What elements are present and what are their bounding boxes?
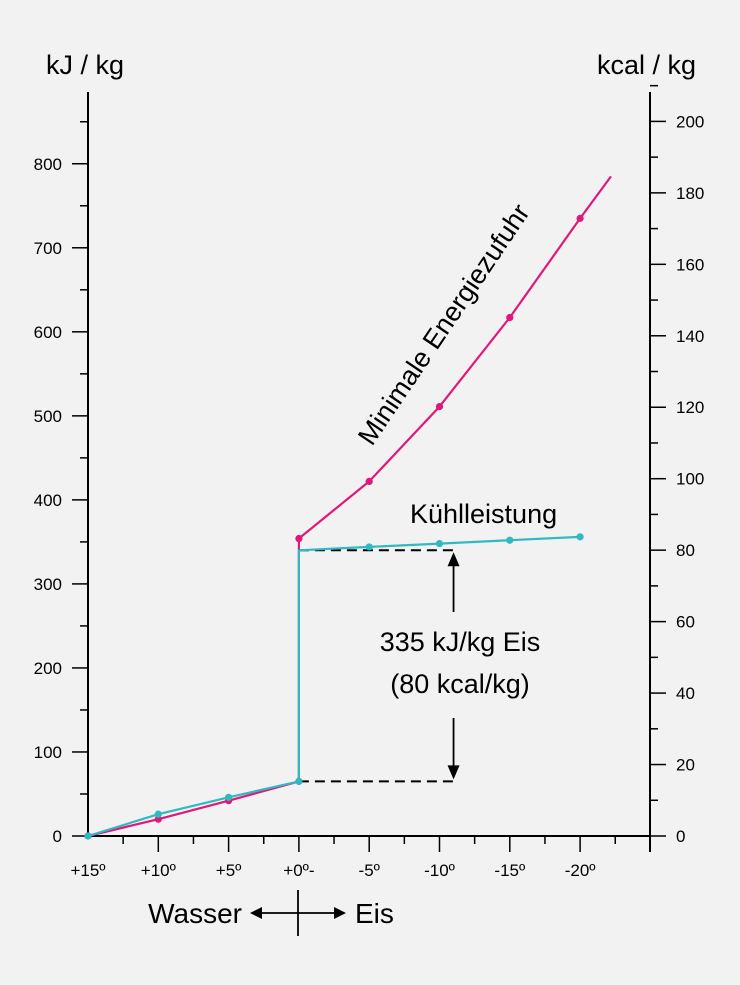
- left-tick-label: 200: [34, 659, 62, 678]
- left-tick-label: 300: [34, 575, 62, 594]
- latent-heat-annotation: 335 kJ/kg Eis (80 kcal/kg): [298, 549, 541, 783]
- series-point-cooling: [295, 777, 303, 785]
- x-tick-label: -15º: [494, 861, 525, 880]
- right-tick-label: 40: [676, 684, 695, 703]
- series-point-cooling: [84, 832, 92, 840]
- series-point-energy: [435, 403, 444, 411]
- series-point-cooling: [506, 536, 514, 544]
- x-axis-ticks: +15º +10º +5º +0º- -5º -10º -15º -20º: [70, 836, 616, 880]
- x-tick-label: -5º: [359, 861, 380, 880]
- series-point-cooling: [365, 543, 373, 551]
- series-line-energy: [87, 175, 612, 838]
- right-tick-label: 120: [676, 398, 704, 417]
- series-line-cooling: [87, 535, 581, 838]
- left-tick-label: 700: [34, 239, 62, 258]
- left-tick-label: 800: [34, 155, 62, 174]
- series-point-cooling: [154, 810, 162, 818]
- arrow-left-head-icon: [250, 907, 262, 919]
- left-tick-label: 400: [34, 491, 62, 510]
- series-point-cooling: [435, 539, 444, 548]
- right-axis-ticks: 0 20 40 60 80 100 120 140 160 180 200: [650, 84, 704, 846]
- x-tick-label: -10º: [424, 861, 455, 880]
- left-axis-unit-label: kJ / kg: [46, 50, 124, 80]
- x-tick-label: +5º: [216, 861, 242, 880]
- direction-label-ice: Eis: [355, 898, 394, 929]
- left-tick-label: 100: [34, 743, 62, 762]
- annotation-line-1: 335 kJ/kg Eis: [380, 627, 541, 657]
- series-point-energy: [154, 815, 162, 823]
- right-tick-label: 80: [676, 541, 695, 560]
- left-tick-label: 0: [53, 827, 62, 846]
- series-point-energy: [295, 534, 303, 543]
- series-markers: [84, 214, 584, 840]
- series-label-energy: Minimale Energiezufuhr: [352, 198, 535, 450]
- arrow-down-head-icon: [447, 765, 460, 780]
- right-tick-label: 140: [676, 327, 704, 346]
- x-tick-label: -20º: [565, 861, 596, 880]
- direction-label-water: Wasser: [148, 898, 242, 929]
- left-tick-label: 600: [34, 323, 62, 342]
- right-axis-unit-label: kcal / kg: [597, 50, 696, 80]
- x-tick-label: +0º-: [283, 861, 314, 880]
- phase-direction-indicator: Wasser Eis: [148, 890, 394, 936]
- annotation-line-2: (80 kcal/kg): [390, 669, 530, 699]
- right-tick-label: 60: [676, 613, 695, 632]
- arrow-right-head-icon: [334, 907, 346, 919]
- series-point-cooling: [225, 793, 233, 801]
- series-point-energy: [365, 477, 373, 485]
- series-point-cooling: [576, 533, 584, 541]
- series-lines: [87, 175, 612, 838]
- arrow-up-head-icon: [447, 552, 460, 567]
- right-tick-label: 160: [676, 255, 704, 274]
- right-tick-label: 100: [676, 470, 704, 489]
- right-tick-label: 200: [676, 112, 704, 131]
- x-tick-label: +10º: [141, 861, 176, 880]
- left-tick-label: 500: [34, 407, 62, 426]
- x-tick-label: +15º: [70, 861, 105, 880]
- series-label-cooling: Kühlleistung: [410, 499, 557, 529]
- series-point-energy: [576, 214, 584, 222]
- right-tick-label: 20: [676, 756, 695, 775]
- right-tick-label: 180: [676, 184, 704, 203]
- right-tick-label: 0: [676, 827, 685, 846]
- left-axis-ticks: 0 100 200 300 400 500 600 700 800: [34, 120, 88, 846]
- series-point-energy: [506, 313, 514, 322]
